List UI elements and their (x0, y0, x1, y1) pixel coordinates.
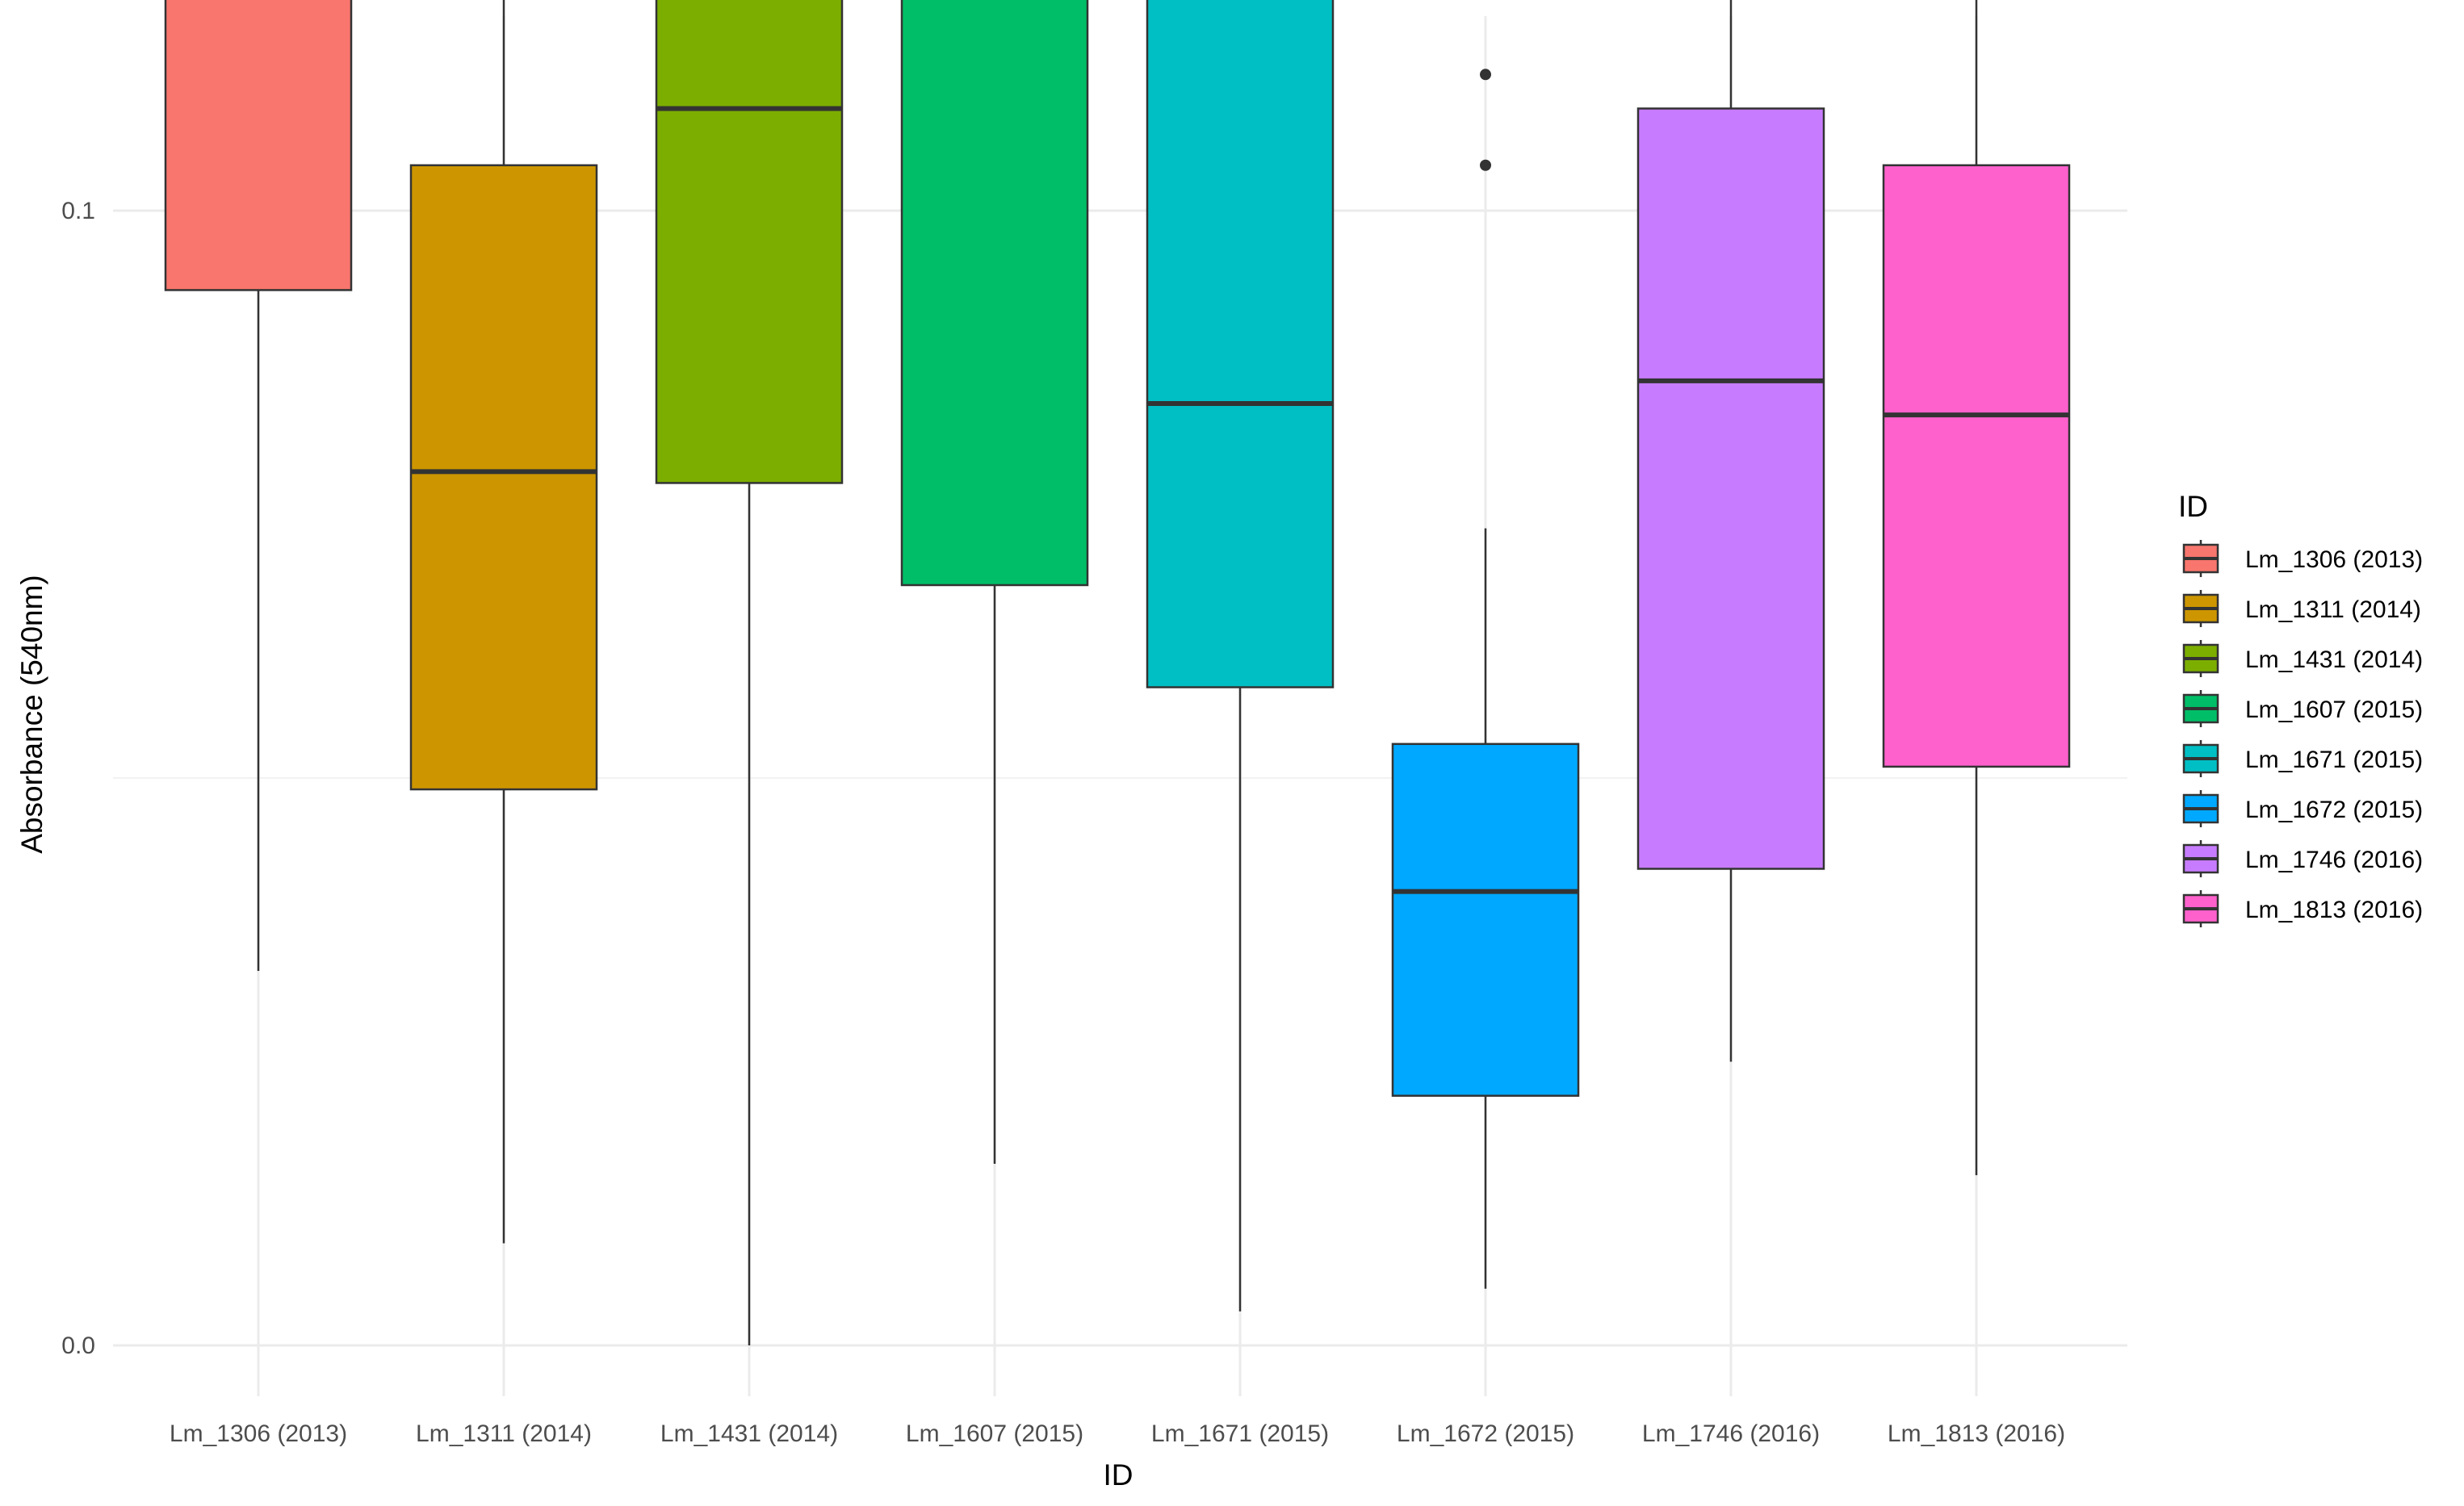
legend-item: Lm_1306 (2013) (2182, 540, 2423, 577)
boxes (164, 0, 2071, 1345)
legend-label: Lm_1672 (2015) (2245, 797, 2423, 823)
box-group (164, 0, 353, 972)
legend-item: Lm_1431 (2014) (2182, 640, 2423, 677)
box-group (1636, 0, 1825, 1062)
legend: ID Lm_1306 (2013) Lm_1311 (2014) Lm_1431 (… (2178, 490, 2423, 927)
box (1391, 743, 1580, 1097)
box-group (1146, 0, 1335, 1311)
x-tick-label: Lm_1306 (2013) (170, 1420, 347, 1447)
legend-label: Lm_1311 (2014) (2245, 596, 2421, 623)
box (655, 0, 844, 484)
box (164, 0, 353, 291)
x-tick-label: Lm_1746 (2016) (1642, 1420, 1820, 1447)
x-tick-label: Lm_1672 (2015) (1397, 1420, 1574, 1447)
box-group (1391, 69, 1580, 1289)
outlier-point (1480, 69, 1491, 81)
legend-label: Lm_1746 (2016) (2245, 847, 2423, 873)
legend-item: Lm_1672 (2015) (2182, 790, 2423, 827)
legend-label: Lm_1431 (2014) (2245, 646, 2423, 673)
legend-label: Lm_1306 (2013) (2245, 546, 2423, 573)
legend-item: Lm_1813 (2016) (2182, 890, 2423, 927)
legend-title: ID (2178, 490, 2208, 523)
box-group (655, 0, 844, 1345)
legend-item: Lm_1671 (2015) (2182, 740, 2423, 777)
legend-label: Lm_1813 (2016) (2245, 897, 2423, 923)
y-tick-label: 0.1 (61, 198, 95, 224)
box (409, 164, 598, 791)
x-tick-label: Lm_1607 (2015) (906, 1420, 1083, 1447)
box-group (900, 0, 1089, 1165)
outlier-point (1480, 159, 1491, 171)
box-group (409, 0, 598, 1244)
box-group (1882, 0, 2071, 1176)
box (900, 0, 1089, 587)
legend-label: Lm_1671 (2015) (2245, 747, 2423, 773)
legend-label: Lm_1607 (2015) (2245, 697, 2423, 723)
x-axis-title: ID (1104, 1458, 1134, 1491)
y-tick-label: 0.0 (61, 1332, 95, 1359)
box (1636, 107, 1825, 870)
x-tick-label: Lm_1813 (2016) (1888, 1420, 2065, 1447)
x-axis-tick-labels: Lm_1306 (2013) Lm_1311 (2014) Lm_1431 (201… (170, 1420, 2065, 1447)
legend-item: Lm_1607 (2015) (2182, 690, 2423, 727)
x-tick-label: Lm_1311 (2014) (416, 1420, 592, 1447)
legend-item: Lm_1311 (2014) (2182, 590, 2421, 627)
box (1146, 0, 1335, 688)
x-tick-label: Lm_1431 (2014) (660, 1420, 838, 1447)
legend-item: Lm_1746 (2016) (2182, 840, 2423, 877)
x-tick-label: Lm_1671 (2015) (1151, 1420, 1329, 1447)
y-axis-title: Absorbance (540nm) (15, 575, 48, 854)
box (1882, 164, 2071, 768)
y-axis-tick-labels: 0.00.10.20.3 (61, 198, 95, 1359)
legend-items: Lm_1306 (2013) Lm_1311 (2014) Lm_1431 (201… (2182, 540, 2423, 927)
